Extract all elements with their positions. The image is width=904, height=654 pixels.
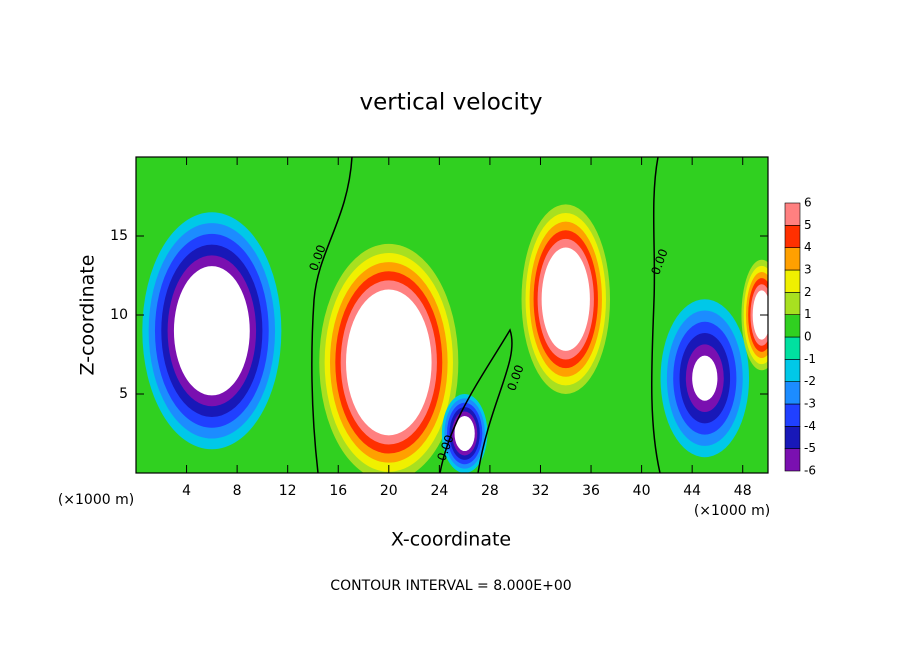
colorbar-band [784,202,801,226]
colorbar-band [784,381,801,405]
colorbar-band [784,269,801,293]
footer: CONTOUR INTERVAL = 8.000E+00 [330,578,571,594]
y-tick-label: 15 [110,228,128,244]
x-tick-label: 36 [582,483,600,499]
chart-title: vertical velocity [360,90,543,116]
colorbar-label: -4 [804,419,816,433]
colorbar-label: -2 [804,374,816,388]
colorbar-label: -1 [804,352,816,366]
contour-line [311,157,353,473]
colorbar-label: 2 [804,285,812,299]
x-tick-label: 24 [430,483,448,499]
x-tick-label: 12 [279,483,297,499]
field-blob [454,415,475,452]
field-blob [692,355,718,401]
x-tick-label: 4 [182,483,191,499]
contour-line [439,328,513,473]
colorbar-label: 3 [804,263,812,277]
colorbar-band [784,336,801,360]
x-tick-label: 16 [329,483,347,499]
field-blob [346,289,432,436]
colorbar-band [784,225,801,248]
colorbar-label: 6 [804,196,812,210]
colorbar-label: -5 [804,441,816,455]
colorbar-label: 4 [804,240,812,254]
colorbar-label: 0 [804,330,812,344]
field-blob [173,266,250,396]
field [136,157,768,473]
x-tick-label: 44 [683,483,701,499]
colorbar-label: 5 [804,218,812,232]
colorbar-label: 1 [804,307,812,321]
y-tick-label: 10 [110,307,128,323]
contour-lines [311,157,661,473]
colorbar-band [784,359,801,382]
colorbar-band [784,448,801,472]
colorbar-label: -3 [804,397,816,411]
y-tick-label: 5 [119,386,128,402]
y-unit: (×1000 m) [58,492,134,508]
x-tick-label: 40 [633,483,651,499]
colorbar-band [784,403,801,427]
x-tick-label: 32 [532,483,550,499]
x-tick-label: 48 [734,483,752,499]
x-axis-label: X-coordinate [391,529,511,551]
x-tick-label: 8 [233,483,242,499]
colorbar-band [784,292,801,315]
colorbar-band [784,314,801,338]
contour-line [650,157,661,473]
colorbar-band [784,426,801,449]
x-unit: (×1000 m) [694,503,770,519]
colorbar-label: -6 [804,464,816,478]
x-tick-label: 28 [481,483,499,499]
x-tick-label: 20 [380,483,398,499]
colorbar-band [784,247,801,271]
field-blob [541,247,590,351]
y-axis-label: Z-coordinate [77,255,99,376]
